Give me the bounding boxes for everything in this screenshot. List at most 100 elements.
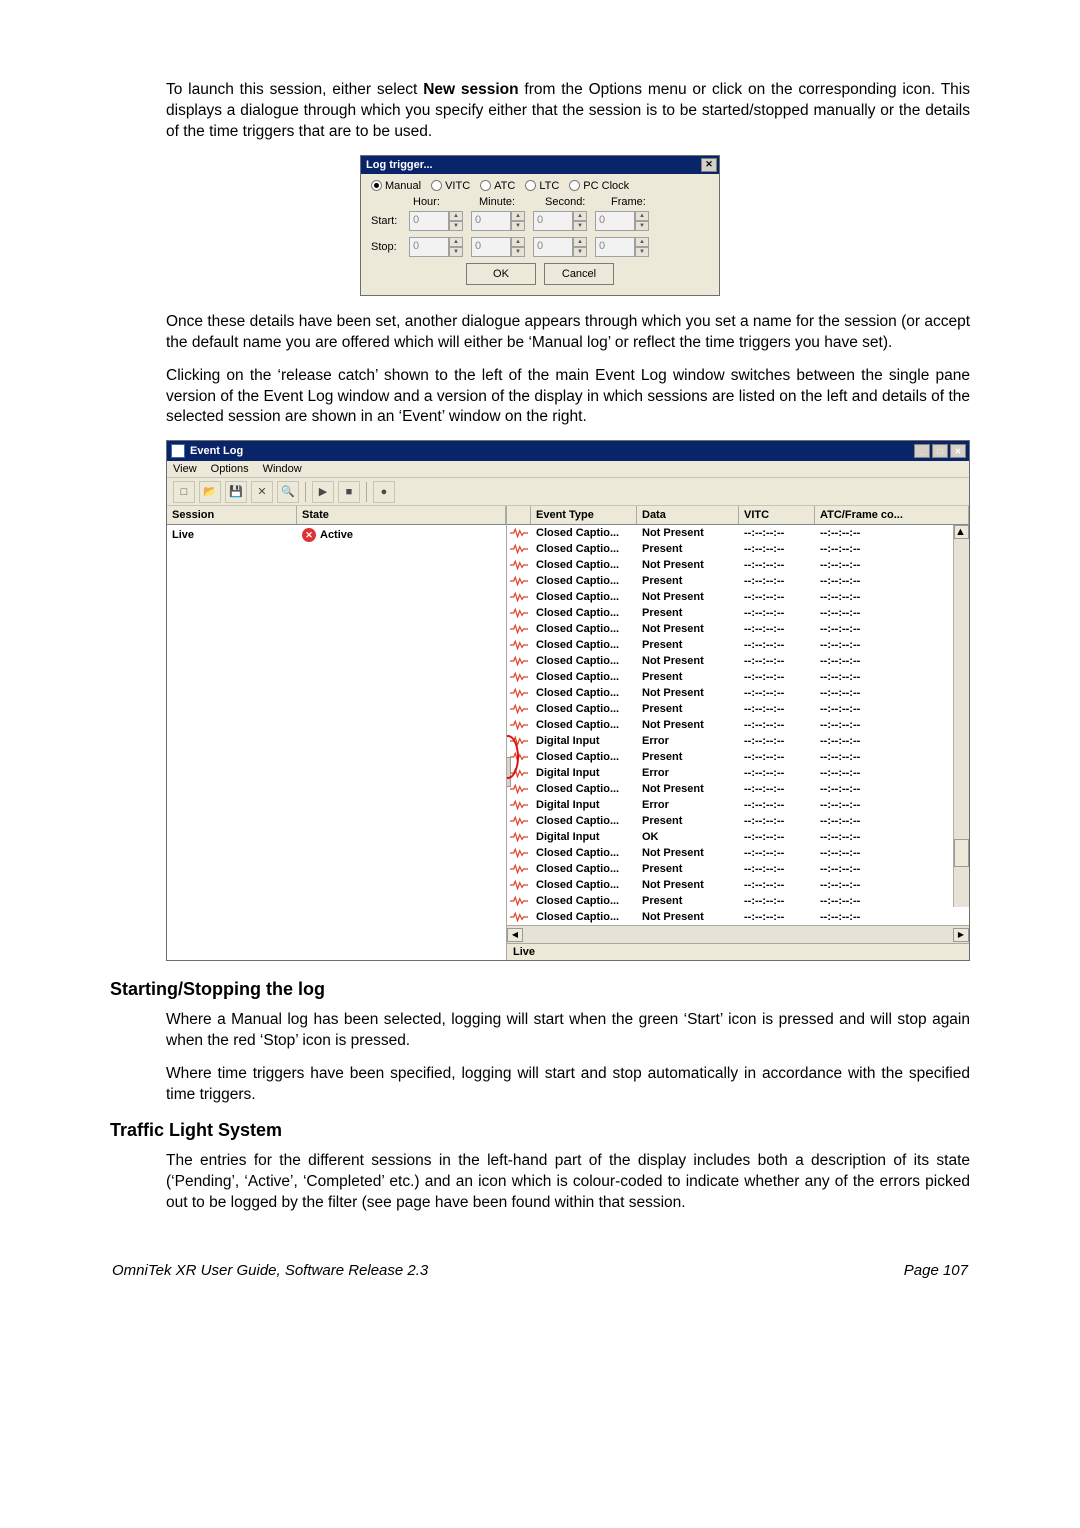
spinner-down-icon[interactable]: ▼: [511, 247, 525, 257]
event-row[interactable]: Digital InputError--:--:--:----:--:--:--: [507, 765, 969, 781]
new-icon[interactable]: □: [173, 481, 195, 503]
spinner-value[interactable]: 0: [595, 211, 635, 231]
event-log-titlebar[interactable]: Event Log _ □ ✕: [167, 441, 969, 461]
event-row[interactable]: Closed Captio...Not Present--:--:--:----…: [507, 589, 969, 605]
spinner-value[interactable]: 0: [409, 211, 449, 231]
spinner-down-icon[interactable]: ▼: [573, 221, 587, 231]
event-row[interactable]: Closed Captio...Present--:--:--:----:--:…: [507, 893, 969, 909]
menu-view[interactable]: View: [173, 463, 197, 475]
event-row[interactable]: Closed Captio...Not Present--:--:--:----…: [507, 557, 969, 573]
close-icon[interactable]: ✕: [701, 158, 717, 172]
dialog-body: ManualVITCATCLTCPC Clock Hour:Minute:Sec…: [361, 174, 719, 295]
spinner-value[interactable]: 0: [471, 211, 511, 231]
vertical-scrollbar[interactable]: ▲ ▼: [953, 525, 969, 907]
event-row[interactable]: Closed Captio...Not Present--:--:--:----…: [507, 525, 969, 541]
cancel-button[interactable]: Cancel: [544, 263, 614, 285]
state-header[interactable]: State: [297, 506, 506, 524]
event-row[interactable]: Closed Captio...Not Present--:--:--:----…: [507, 685, 969, 701]
event-row[interactable]: Closed Captio...Not Present--:--:--:----…: [507, 909, 969, 925]
event-row[interactable]: Closed Captio...Present--:--:--:----:--:…: [507, 573, 969, 589]
maximize-icon[interactable]: □: [932, 444, 948, 458]
time-spinner[interactable]: 0▲▼: [595, 211, 649, 231]
time-spinner[interactable]: 0▲▼: [409, 237, 463, 257]
menu-window[interactable]: Window: [263, 463, 302, 475]
session-row[interactable]: Live ✕ Active: [167, 525, 506, 545]
event-row[interactable]: Digital InputOK--:--:--:----:--:--:--: [507, 829, 969, 845]
event-row[interactable]: Digital InputError--:--:--:----:--:--:--: [507, 797, 969, 813]
spinner-up-icon[interactable]: ▲: [573, 211, 587, 221]
spinner-down-icon[interactable]: ▼: [511, 221, 525, 231]
data-header[interactable]: Data: [637, 506, 739, 524]
vitc-header[interactable]: VITC: [739, 506, 815, 524]
spinner-down-icon[interactable]: ▼: [635, 247, 649, 257]
minimize-icon[interactable]: _: [914, 444, 930, 458]
save-icon[interactable]: 💾: [225, 481, 247, 503]
scroll-right-icon[interactable]: ▶: [953, 928, 969, 942]
time-spinner[interactable]: 0▲▼: [471, 211, 525, 231]
event-row[interactable]: Closed Captio...Not Present--:--:--:----…: [507, 877, 969, 893]
spinner-up-icon[interactable]: ▲: [573, 237, 587, 247]
event-row[interactable]: Closed Captio...Not Present--:--:--:----…: [507, 653, 969, 669]
radio-ltc[interactable]: LTC: [525, 180, 559, 192]
time-spinner[interactable]: 0▲▼: [409, 211, 463, 231]
spinner-up-icon[interactable]: ▲: [511, 237, 525, 247]
play-icon[interactable]: ▶: [312, 481, 334, 503]
radio-pc-clock[interactable]: PC Clock: [569, 180, 629, 192]
vitc-cell: --:--:--:--: [739, 735, 815, 747]
radio-atc[interactable]: ATC: [480, 180, 515, 192]
menu-options[interactable]: Options: [211, 463, 249, 475]
event-row[interactable]: Closed Captio...Present--:--:--:----:--:…: [507, 701, 969, 717]
event-row[interactable]: Closed Captio...Present--:--:--:----:--:…: [507, 637, 969, 653]
time-spinner[interactable]: 0▲▼: [595, 237, 649, 257]
spinner-down-icon[interactable]: ▼: [449, 221, 463, 231]
time-spinner[interactable]: 0▲▼: [471, 237, 525, 257]
spinner-up-icon[interactable]: ▲: [635, 237, 649, 247]
time-spinner[interactable]: 0▲▼: [533, 237, 587, 257]
event-row[interactable]: Closed Captio...Present--:--:--:----:--:…: [507, 861, 969, 877]
paragraph-3: Clicking on the ‘release catch’ shown to…: [110, 366, 970, 429]
event-row[interactable]: Closed Captio...Not Present--:--:--:----…: [507, 845, 969, 861]
scroll-thumb[interactable]: [954, 839, 969, 867]
horizontal-scrollbar[interactable]: ◀ ▶: [507, 925, 969, 943]
session-header[interactable]: Session: [167, 506, 297, 524]
record-icon[interactable]: ●: [373, 481, 395, 503]
spinner-value[interactable]: 0: [471, 237, 511, 257]
search-icon[interactable]: 🔍: [277, 481, 299, 503]
spinner-value[interactable]: 0: [533, 237, 573, 257]
scroll-track[interactable]: [954, 839, 969, 925]
event-row[interactable]: Closed Captio...Present--:--:--:----:--:…: [507, 605, 969, 621]
vitc-cell: --:--:--:--: [739, 607, 815, 619]
scroll-up-icon[interactable]: ▲: [954, 525, 969, 539]
event-type-header[interactable]: Event Type: [531, 506, 637, 524]
close-icon[interactable]: ✕: [950, 444, 966, 458]
spinner-down-icon[interactable]: ▼: [573, 247, 587, 257]
dialog-titlebar[interactable]: Log trigger... ✕: [361, 156, 719, 174]
spinner-down-icon[interactable]: ▼: [449, 247, 463, 257]
radio-manual[interactable]: Manual: [371, 180, 421, 192]
time-spinner[interactable]: 0▲▼: [533, 211, 587, 231]
event-row[interactable]: Closed Captio...Not Present--:--:--:----…: [507, 781, 969, 797]
radio-vitc[interactable]: VITC: [431, 180, 470, 192]
event-row[interactable]: Closed Captio...Not Present--:--:--:----…: [507, 621, 969, 637]
ok-button[interactable]: OK: [466, 263, 536, 285]
spinner-up-icon[interactable]: ▲: [449, 237, 463, 247]
event-row[interactable]: Closed Captio...Present--:--:--:----:--:…: [507, 669, 969, 685]
spinner-up-icon[interactable]: ▲: [511, 211, 525, 221]
spinner-value[interactable]: 0: [533, 211, 573, 231]
spinner-up-icon[interactable]: ▲: [635, 211, 649, 221]
spinner-value[interactable]: 0: [595, 237, 635, 257]
event-row[interactable]: Closed Captio...Not Present--:--:--:----…: [507, 717, 969, 733]
icon-header[interactable]: [507, 506, 531, 524]
open-icon[interactable]: 📂: [199, 481, 221, 503]
delete-icon[interactable]: ✕: [251, 481, 273, 503]
stop-icon[interactable]: ■: [338, 481, 360, 503]
event-row[interactable]: Closed Captio...Present--:--:--:----:--:…: [507, 813, 969, 829]
event-row[interactable]: Digital InputError--:--:--:----:--:--:--: [507, 733, 969, 749]
scroll-left-icon[interactable]: ◀: [507, 928, 523, 942]
spinner-value[interactable]: 0: [409, 237, 449, 257]
spinner-up-icon[interactable]: ▲: [449, 211, 463, 221]
event-row[interactable]: Closed Captio...Present--:--:--:----:--:…: [507, 541, 969, 557]
spinner-down-icon[interactable]: ▼: [635, 221, 649, 231]
atc-header[interactable]: ATC/Frame co...: [815, 506, 969, 524]
event-row[interactable]: Closed Captio...Present--:--:--:----:--:…: [507, 749, 969, 765]
